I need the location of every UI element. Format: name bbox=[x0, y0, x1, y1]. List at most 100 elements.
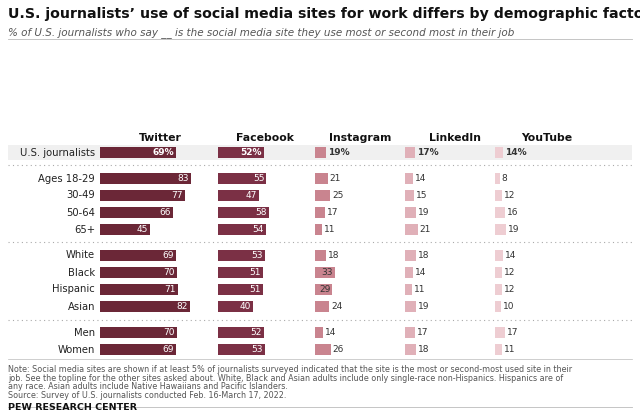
Text: 15: 15 bbox=[416, 191, 428, 200]
Text: Ages 18-29: Ages 18-29 bbox=[38, 173, 95, 183]
Text: 51: 51 bbox=[250, 285, 261, 294]
Text: Asian: Asian bbox=[67, 302, 95, 312]
Bar bbox=[100, 250, 176, 261]
Bar bbox=[218, 207, 269, 218]
Bar bbox=[218, 190, 259, 201]
Bar bbox=[405, 284, 412, 295]
Bar bbox=[495, 301, 501, 312]
Text: 19%: 19% bbox=[328, 148, 350, 157]
Text: 11: 11 bbox=[413, 285, 425, 294]
Text: 69%: 69% bbox=[152, 148, 174, 157]
Bar bbox=[405, 267, 413, 278]
Bar bbox=[100, 267, 177, 278]
Text: 53: 53 bbox=[251, 345, 262, 354]
Text: PEW RESEARCH CENTER: PEW RESEARCH CENTER bbox=[8, 403, 137, 412]
Bar bbox=[405, 327, 415, 338]
Text: Twitter: Twitter bbox=[139, 133, 181, 143]
Text: U.S. journalists: U.S. journalists bbox=[20, 147, 95, 158]
Bar bbox=[218, 224, 266, 235]
Bar bbox=[100, 173, 191, 184]
Text: Facebook: Facebook bbox=[236, 133, 294, 143]
Text: 66: 66 bbox=[159, 208, 171, 217]
Bar bbox=[315, 190, 330, 201]
Text: 47: 47 bbox=[246, 191, 257, 200]
Text: 19: 19 bbox=[419, 302, 430, 311]
Bar bbox=[315, 301, 330, 312]
Text: U.S. journalists’ use of social media sites for work differs by demographic fact: U.S. journalists’ use of social media si… bbox=[8, 7, 640, 21]
Text: 11: 11 bbox=[504, 345, 515, 354]
Text: job. See the topline for the other sites asked about. White, Black and Asian adu: job. See the topline for the other sites… bbox=[8, 374, 563, 383]
Bar bbox=[495, 250, 504, 261]
Text: 18: 18 bbox=[418, 345, 429, 354]
Text: 21: 21 bbox=[420, 225, 431, 234]
Text: 18: 18 bbox=[418, 251, 429, 260]
Bar bbox=[218, 344, 265, 355]
Text: 52: 52 bbox=[250, 328, 262, 337]
Bar bbox=[218, 250, 265, 261]
Text: 33: 33 bbox=[321, 268, 333, 277]
Bar bbox=[218, 284, 263, 295]
Text: 14: 14 bbox=[415, 174, 427, 183]
Bar bbox=[100, 344, 176, 355]
Bar bbox=[100, 224, 150, 235]
Text: 29: 29 bbox=[319, 285, 330, 294]
Bar bbox=[495, 147, 504, 158]
Bar bbox=[315, 224, 322, 235]
Bar bbox=[495, 284, 502, 295]
Text: 50-64: 50-64 bbox=[66, 208, 95, 217]
Bar bbox=[405, 250, 416, 261]
Text: Women: Women bbox=[58, 344, 95, 354]
Text: 17%: 17% bbox=[417, 148, 439, 157]
Text: 25: 25 bbox=[332, 191, 344, 200]
Text: 40: 40 bbox=[240, 302, 251, 311]
Bar bbox=[495, 207, 504, 218]
Text: YouTube: YouTube bbox=[522, 133, 573, 143]
Bar bbox=[315, 344, 331, 355]
Text: White: White bbox=[66, 251, 95, 261]
Text: 65+: 65+ bbox=[74, 225, 95, 234]
Text: 14: 14 bbox=[415, 268, 427, 277]
Text: 18: 18 bbox=[328, 251, 339, 260]
Bar bbox=[405, 207, 417, 218]
Text: 51: 51 bbox=[250, 268, 261, 277]
Bar bbox=[100, 284, 178, 295]
Text: Source: Survey of U.S. journalists conducted Feb. 16-March 17, 2022.: Source: Survey of U.S. journalists condu… bbox=[8, 391, 286, 400]
Text: 14: 14 bbox=[506, 251, 516, 260]
Bar bbox=[100, 301, 190, 312]
Text: 24: 24 bbox=[332, 302, 342, 311]
Text: any race. Asian adults include Native Hawaiians and Pacific Islanders.: any race. Asian adults include Native Ha… bbox=[8, 382, 288, 391]
Text: 82: 82 bbox=[177, 302, 188, 311]
Bar bbox=[8, 145, 632, 160]
Bar bbox=[218, 147, 264, 158]
Text: 45: 45 bbox=[136, 225, 147, 234]
Text: 17: 17 bbox=[417, 328, 429, 337]
Text: 14%: 14% bbox=[506, 148, 527, 157]
Bar bbox=[495, 344, 502, 355]
Bar bbox=[405, 224, 418, 235]
Bar bbox=[405, 190, 414, 201]
Text: 53: 53 bbox=[251, 251, 262, 260]
Bar bbox=[218, 267, 263, 278]
Bar bbox=[315, 173, 328, 184]
Text: Note: Social media sites are shown if at least 5% of journalists surveyed indica: Note: Social media sites are shown if at… bbox=[8, 365, 572, 374]
Bar bbox=[315, 147, 326, 158]
Text: 70: 70 bbox=[163, 328, 175, 337]
Bar bbox=[315, 250, 326, 261]
Text: 26: 26 bbox=[333, 345, 344, 354]
Text: 12: 12 bbox=[504, 191, 516, 200]
Bar bbox=[405, 301, 417, 312]
Text: 19: 19 bbox=[419, 208, 430, 217]
Bar bbox=[495, 224, 506, 235]
Text: 69: 69 bbox=[163, 251, 174, 260]
Text: 14: 14 bbox=[325, 328, 337, 337]
Text: 71: 71 bbox=[164, 285, 176, 294]
Bar bbox=[218, 327, 264, 338]
Text: 58: 58 bbox=[255, 208, 267, 217]
Bar bbox=[405, 173, 413, 184]
Bar bbox=[315, 327, 323, 338]
Text: 55: 55 bbox=[253, 174, 264, 183]
Text: LinkedIn: LinkedIn bbox=[429, 133, 481, 143]
Bar bbox=[495, 190, 502, 201]
Text: 30-49: 30-49 bbox=[67, 190, 95, 200]
Bar bbox=[100, 190, 185, 201]
